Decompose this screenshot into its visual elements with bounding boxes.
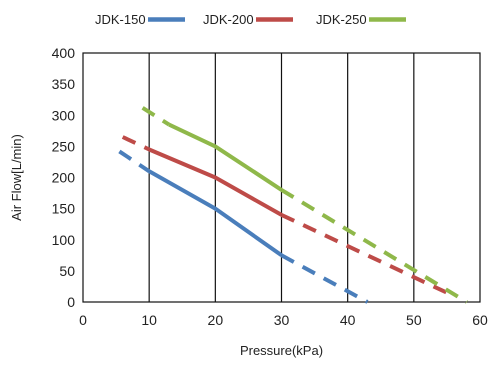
y-tick-label: 150 [52, 201, 76, 217]
legend-item-jdk-200: JDK-200 [203, 12, 293, 27]
y-tick-label: 50 [59, 263, 75, 279]
x-tick-label: 20 [208, 312, 224, 328]
y-tick-label: 300 [52, 107, 76, 123]
y-tick-label: 200 [52, 170, 76, 186]
y-tick-label: 350 [52, 76, 76, 92]
series-line-jdk-250-solid [168, 122, 283, 192]
series-line-jdk-250-dashed-end [280, 188, 468, 304]
x-tick-label: 0 [79, 312, 87, 328]
x-tick-label: 60 [472, 312, 488, 328]
y-tick-label: 0 [67, 294, 75, 310]
series-line-jdk-250-dashed [141, 106, 171, 127]
x-axis-title: Pressure(kPa) [240, 343, 323, 358]
series-line-jdk-200-solid [148, 147, 283, 217]
legend-label: JDK-250 [316, 12, 367, 27]
series-line-jdk-150-dashed [118, 149, 151, 173]
legend-item-jdk-250: JDK-250 [316, 12, 406, 27]
series-line-jdk-150-dashed-end [280, 253, 369, 304]
y-axis-title: Air Flow[L/min) [9, 134, 24, 221]
legend: JDK-150 JDK-200 JDK-250 [95, 12, 406, 27]
series-line-jdk-200-dashed [121, 135, 151, 152]
y-tick-label: 100 [52, 232, 76, 248]
x-tick-label: 30 [274, 312, 290, 328]
y-tick-label: 250 [52, 138, 76, 154]
x-tick-label: 10 [141, 312, 157, 328]
y-tick-label: 400 [52, 45, 76, 61]
x-tick-label: 50 [406, 312, 422, 328]
y-tick-labels: 0 50 100 150 200 250 300 350 400 [52, 45, 76, 310]
gridlines [148, 53, 415, 302]
series-line-jdk-200-dashed-end [280, 213, 448, 295]
legend-item-jdk-150: JDK-150 [95, 12, 185, 27]
x-tick-label: 40 [340, 312, 356, 328]
x-tick-labels: 0 10 20 30 40 50 60 [79, 312, 488, 328]
series-line-jdk-150-solid [148, 169, 283, 257]
legend-label: JDK-150 [95, 12, 146, 27]
series-layer [118, 106, 468, 304]
legend-label: JDK-200 [203, 12, 254, 27]
